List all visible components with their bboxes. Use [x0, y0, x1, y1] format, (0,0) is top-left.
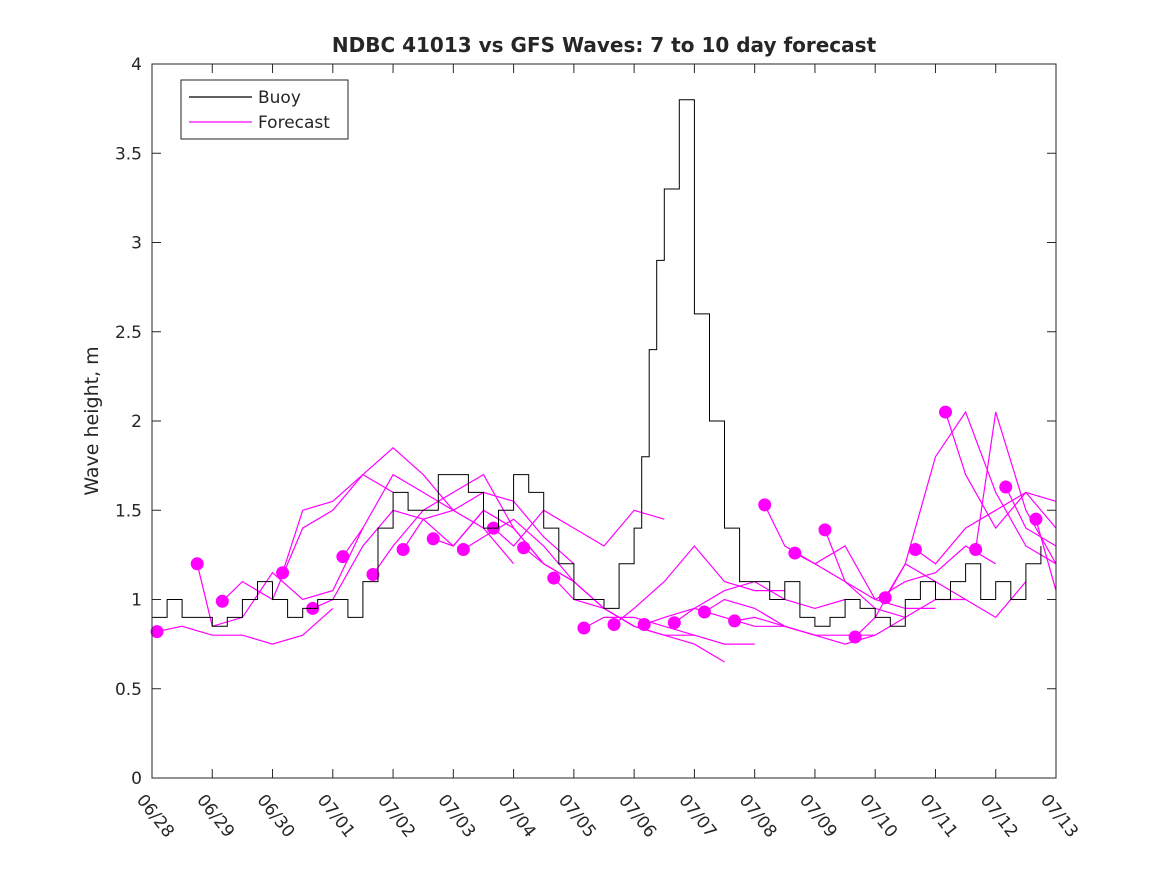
forecast-start-marker-2	[190, 557, 204, 571]
forecast-line-6	[342, 473, 515, 565]
x-tick-label: 06/28	[132, 791, 178, 842]
x-tick-label: 07/11	[916, 791, 962, 842]
forecast-start-marker-21	[788, 546, 802, 560]
forecast-line-28	[1005, 486, 1057, 547]
y-tick-label: 0	[131, 769, 142, 789]
y-tick-label: 3	[131, 234, 142, 254]
forecast-start-marker-1	[150, 625, 164, 639]
forecast-line-15	[613, 545, 785, 625]
forecast-line-27	[975, 411, 1057, 565]
y-axis-label: Wave height, m	[81, 346, 103, 495]
legend-label-0: Buoy	[258, 88, 301, 108]
x-tick-label: 07/13	[1036, 791, 1082, 842]
forecast-start-marker-8	[396, 543, 410, 557]
forecast-start-marker-6	[336, 550, 350, 564]
buoy-line	[152, 99, 1042, 627]
forecast-start-marker-15	[607, 617, 621, 631]
forecast-line-19	[734, 616, 906, 645]
forecast-start-marker-19	[728, 614, 742, 628]
forecast-start-marker-24	[878, 591, 892, 605]
x-tick-label: 07/08	[735, 791, 781, 842]
y-tick-label: 1.5	[115, 501, 142, 521]
forecast-line-3	[221, 473, 394, 602]
forecast-start-marker-17	[667, 616, 681, 630]
forecast-line-1	[156, 607, 334, 645]
forecast-line-14	[583, 616, 755, 645]
forecast-start-marker-7	[366, 568, 380, 582]
y-tick-label: 1	[131, 591, 142, 611]
forecast-start-marker-20	[758, 498, 772, 512]
plot-box	[151, 63, 1057, 779]
forecast-start-marker-10	[456, 543, 470, 557]
forecast-start-marker-3	[215, 594, 229, 608]
forecast-line-24	[884, 410, 1057, 599]
legend-box	[180, 79, 349, 140]
y-tick-label: 2	[131, 412, 142, 432]
x-tick-label: 07/03	[433, 791, 479, 842]
forecast-start-marker-12	[517, 541, 531, 555]
x-tick-label: 07/05	[554, 791, 600, 842]
y-tick-label: 4	[131, 55, 142, 75]
plot-marks	[150, 99, 1057, 663]
forecast-line-22	[824, 529, 997, 601]
x-tick-label: 07/01	[313, 791, 359, 842]
forecast-start-marker-14	[577, 621, 591, 635]
x-tick-label: 07/02	[373, 791, 419, 842]
x-tick-label: 06/29	[192, 791, 238, 842]
forecast-start-marker-27	[969, 543, 983, 557]
x-tick-label: 07/04	[494, 791, 540, 842]
chart-title: NDBC 41013 vs GFS Waves: 7 to 10 day for…	[332, 33, 877, 57]
forecast-start-marker-23	[848, 630, 862, 644]
x-tick-label: 07/06	[614, 791, 660, 842]
x-tick-label: 06/30	[253, 791, 299, 842]
axes: 0 0.5 1 1.5 2 2.5 3 3.5 4 06/28 06/29 06/30 07/01 07/…	[115, 55, 1082, 842]
forecast-line-26	[944, 411, 1057, 530]
forecast-line-13	[553, 577, 725, 663]
forecast-start-marker-25	[908, 543, 922, 557]
forecast-start-marker-26	[939, 405, 953, 419]
y-tick-label: 2.5	[115, 323, 142, 343]
forecast-line-29	[1035, 519, 1057, 591]
x-tick-label: 07/10	[855, 791, 901, 842]
forecast-start-marker-9	[426, 532, 440, 546]
x-tick-label: 07/07	[674, 791, 720, 842]
forecast-start-marker-18	[697, 605, 711, 619]
x-tick-label: 07/09	[795, 791, 841, 842]
forecast-start-marker-29	[1029, 512, 1043, 526]
legend: Buoy Forecast	[180, 79, 349, 140]
legend-label-1: Forecast	[258, 113, 330, 133]
forecast-line-4	[282, 446, 454, 573]
forecast-start-marker-22	[818, 523, 832, 537]
x-tick-label: 07/12	[976, 791, 1022, 842]
forecast-line-7	[372, 473, 545, 575]
y-tick-label: 3.5	[115, 144, 142, 164]
forecast-line-25	[915, 491, 1057, 565]
forecast-start-marker-28	[999, 480, 1013, 494]
forecast-line-11	[493, 509, 665, 547]
forecast-start-marker-4	[276, 566, 290, 580]
forecast-start-marker-16	[637, 617, 651, 631]
forecast-start-marker-13	[547, 571, 561, 585]
y-tick-label: 0.5	[115, 680, 142, 700]
forecast-line-9	[432, 509, 605, 609]
